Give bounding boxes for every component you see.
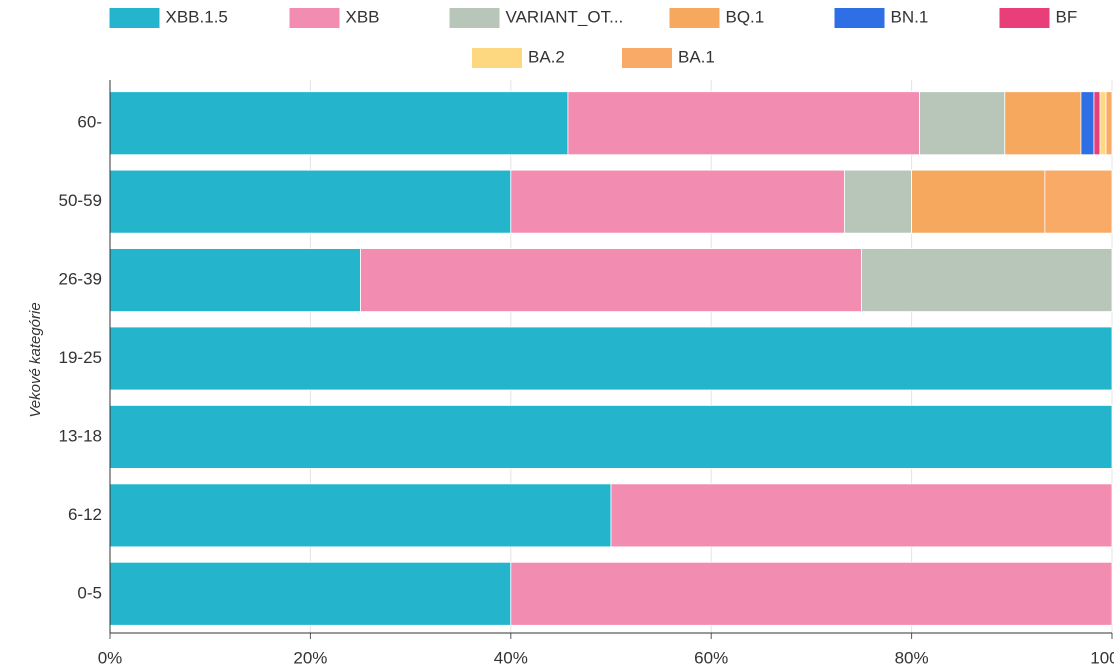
legend-label: XBB [346, 7, 380, 26]
bar-segment [861, 248, 1113, 312]
bar-segment [109, 91, 569, 156]
bar-segment [1004, 91, 1082, 156]
bar-segment [109, 169, 512, 234]
legend-label: BA.1 [678, 47, 715, 66]
legend-label: BA.2 [528, 47, 565, 66]
bar-segment [1080, 91, 1095, 156]
legend-swatch [472, 48, 522, 68]
bar-segment [109, 326, 1113, 391]
bar-segment [109, 405, 1113, 469]
bar-segment [919, 91, 1006, 156]
bar-segment [510, 561, 1113, 626]
legend-swatch [669, 8, 720, 28]
y-tick-label: 26-39 [59, 270, 102, 289]
x-tick-label: 40% [494, 648, 528, 667]
bar-segment [109, 483, 612, 548]
legend-label: BF [1056, 7, 1078, 26]
legend-swatch [449, 8, 500, 28]
bar-segment [610, 483, 1113, 548]
bar-segment [1099, 91, 1107, 156]
x-tick-label: 80% [895, 648, 929, 667]
bar-segment [1093, 91, 1101, 156]
y-tick-label: 13-18 [59, 426, 102, 445]
bar-segment [109, 248, 361, 312]
legend-swatch [622, 48, 672, 68]
legend-label: VARIANT_OT... [506, 7, 624, 26]
x-tick-label: 60% [694, 648, 728, 667]
bar-segment [567, 91, 921, 156]
y-tick-label: 50-59 [59, 191, 102, 210]
x-tick-label: 0% [98, 648, 123, 667]
y-tick-label: 6-12 [68, 505, 102, 524]
legend-swatch [289, 8, 340, 28]
legend-label: XBB.1.5 [166, 7, 228, 26]
bar-segment [510, 169, 845, 234]
y-tick-label: 19-25 [59, 348, 102, 367]
y-axis-title: Vekové kategórie [27, 302, 44, 417]
legend-swatch [999, 8, 1050, 28]
bar-segment [1044, 169, 1113, 234]
y-tick-label: 0-5 [77, 583, 102, 602]
y-tick-label: 60- [77, 113, 102, 132]
bar-segment [360, 248, 862, 312]
legend-label: BQ.1 [726, 7, 765, 26]
legend-swatch [109, 8, 160, 28]
legend-swatch [834, 8, 885, 28]
bar-segment [1105, 91, 1113, 156]
bar-segment [911, 169, 1046, 234]
bar-segment [109, 561, 512, 626]
bar-segment [844, 169, 913, 234]
x-tick-label: 20% [293, 648, 327, 667]
x-tick-label: 100% [1090, 648, 1114, 667]
legend-label: BN.1 [891, 7, 929, 26]
